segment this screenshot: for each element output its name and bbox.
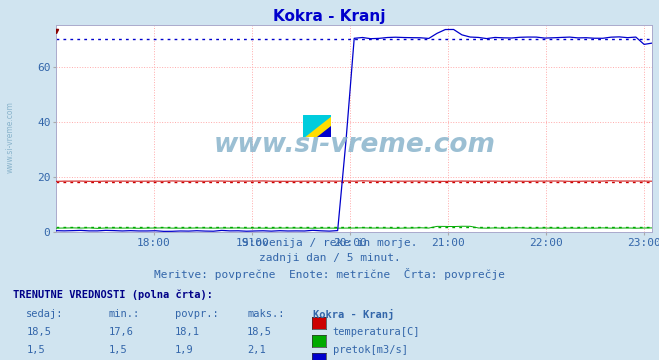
Text: www.si-vreme.com: www.si-vreme.com	[214, 132, 495, 158]
Text: Slovenija / reke in morje.: Slovenija / reke in morje.	[242, 238, 417, 248]
Text: 2,1: 2,1	[247, 345, 266, 355]
Text: pretok[m3/s]: pretok[m3/s]	[333, 345, 408, 355]
Polygon shape	[303, 115, 331, 137]
Text: Kokra - Kranj: Kokra - Kranj	[313, 309, 394, 320]
Text: 18,1: 18,1	[175, 327, 200, 337]
Text: Meritve: povprečne  Enote: metrične  Črta: povprečje: Meritve: povprečne Enote: metrične Črta:…	[154, 268, 505, 280]
Text: zadnji dan / 5 minut.: zadnji dan / 5 minut.	[258, 253, 401, 263]
Text: povpr.:: povpr.:	[175, 309, 218, 319]
Text: 18,5: 18,5	[247, 327, 272, 337]
Polygon shape	[303, 115, 331, 137]
Text: www.si-vreme.com: www.si-vreme.com	[5, 101, 14, 173]
Polygon shape	[317, 126, 331, 137]
Text: maks.:: maks.:	[247, 309, 285, 319]
Text: TRENUTNE VREDNOSTI (polna črta):: TRENUTNE VREDNOSTI (polna črta):	[13, 290, 213, 300]
Text: 1,5: 1,5	[26, 345, 45, 355]
Text: Kokra - Kranj: Kokra - Kranj	[273, 9, 386, 24]
Text: 1,5: 1,5	[109, 345, 127, 355]
Text: sedaj:: sedaj:	[26, 309, 64, 319]
Text: 18,5: 18,5	[26, 327, 51, 337]
Text: temperatura[C]: temperatura[C]	[333, 327, 420, 337]
Text: 17,6: 17,6	[109, 327, 134, 337]
Text: min.:: min.:	[109, 309, 140, 319]
Text: 1,9: 1,9	[175, 345, 193, 355]
